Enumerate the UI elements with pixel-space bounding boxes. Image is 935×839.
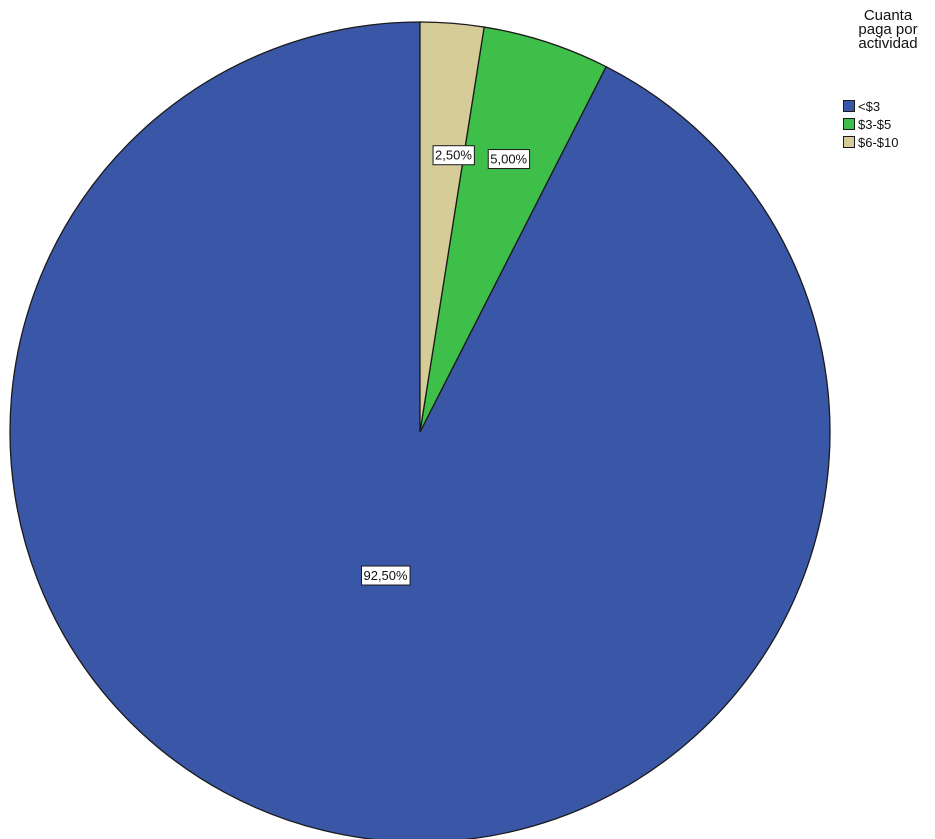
data-label-3-5: 5,00%	[487, 149, 531, 170]
data-label-box	[360, 565, 411, 586]
legend-title: Cuanta paga por actividad	[858, 7, 918, 52]
pie-slice-3	[9, 21, 831, 839]
legend-label: $6-$10	[858, 134, 899, 150]
pie-data-labels: 92,50% 5,00% 2,50%	[360, 145, 531, 586]
legend-label: <$3	[858, 98, 881, 114]
data-label-box	[487, 149, 531, 170]
data-label-3: 92,50%	[360, 565, 411, 586]
legend-item-3: <$3	[843, 97, 898, 115]
legend-label: $3-$5	[858, 116, 892, 132]
legend-item-3-5: $3-$5	[843, 115, 898, 133]
data-label-text: 92,50%	[363, 568, 408, 583]
legend-swatch	[843, 118, 855, 130]
legend: <$3 $3-$5 $6-$10	[843, 97, 898, 151]
data-label-text: 2,50%	[435, 148, 472, 163]
data-label-box	[432, 145, 475, 166]
legend-swatch	[843, 136, 855, 148]
legend-swatch	[843, 100, 855, 112]
pie-slice-6-10	[419, 21, 485, 433]
pie-slices	[9, 21, 831, 839]
legend-item-6-10: $6-$10	[843, 133, 898, 151]
data-label-text: 5,00%	[490, 152, 527, 167]
data-label-6-10: 2,50%	[432, 145, 475, 166]
